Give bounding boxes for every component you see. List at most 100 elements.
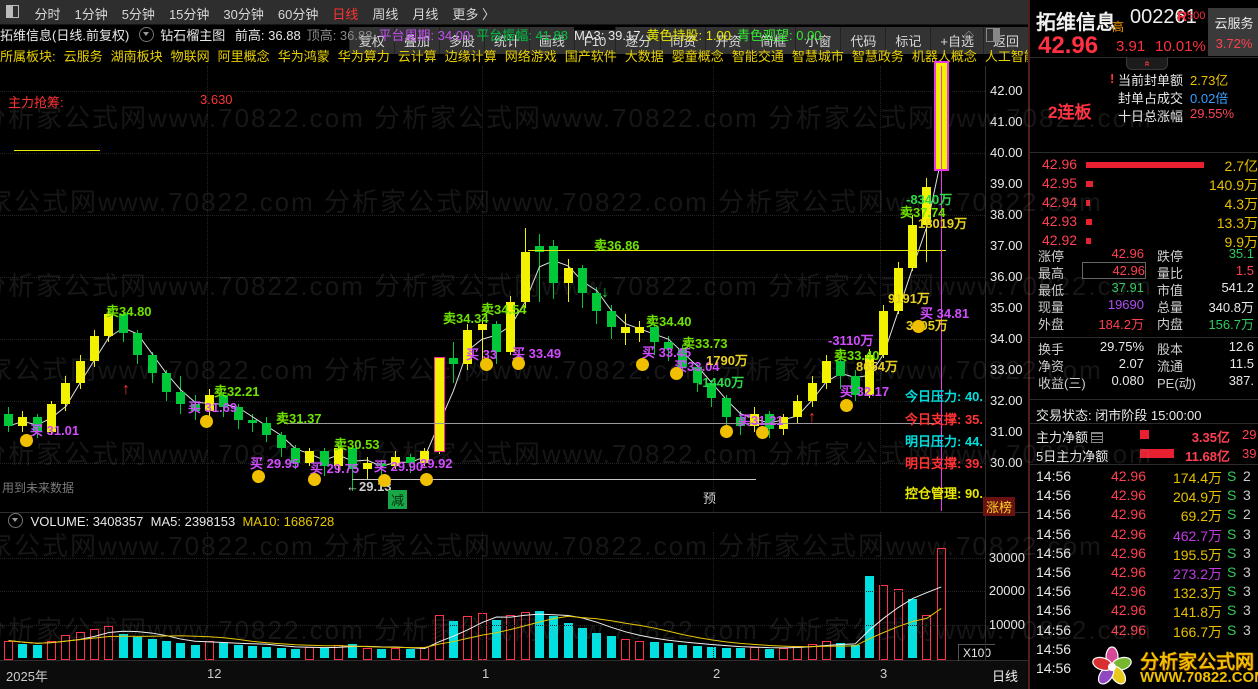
toolbar-button-开资[interactable]: 开资 (705, 27, 751, 54)
candle (47, 404, 57, 433)
stock-code[interactable]: 002261 (1130, 6, 1197, 28)
board-row-value: 29.55% (1190, 106, 1235, 121)
order-amount: 13.3万 (1216, 215, 1258, 231)
candle (664, 342, 674, 349)
volume-bar (635, 640, 645, 660)
stat-value: 12.6 (1228, 339, 1254, 354)
order-bar (1086, 200, 1090, 206)
sector-link-婴童概念[interactable]: 婴童概念 (671, 49, 724, 64)
indicator-name[interactable]: 钻石榴主图 (160, 28, 226, 43)
sector-quote-box[interactable]: 云服务 3.72% (1208, 8, 1258, 56)
grid-line-h (0, 463, 985, 465)
sector-link-大数据[interactable]: 大数据 (624, 49, 664, 64)
period-menu-item-月线[interactable]: 月线 (412, 7, 439, 22)
stock-name[interactable]: 拓维信息 (1036, 12, 1116, 34)
sector-link-云计算[interactable]: 云计算 (397, 49, 437, 64)
candle (233, 407, 243, 420)
candle (836, 360, 846, 377)
trade-side: S (1227, 525, 1237, 542)
toolbar-button-简框[interactable]: 简框 (750, 27, 796, 54)
trade-time: 14:56 (1036, 544, 1072, 561)
toolbar-button-同资[interactable]: 同资 (660, 27, 706, 54)
sector-link-智慧城市[interactable]: 智慧城市 (791, 49, 844, 64)
period-menu-item-60分钟[interactable]: 60分钟 (277, 7, 319, 22)
diamond-icon[interactable]: ◇ (964, 27, 974, 42)
chevron-down-circle-icon[interactable] (139, 27, 155, 42)
volume-bar (678, 644, 688, 658)
sector-link-智能交通[interactable]: 智能交通 (731, 49, 784, 64)
toolbar-button-标记[interactable]: 标记 (885, 27, 931, 54)
volume-bar (592, 633, 602, 658)
sector-link-国产软件[interactable]: 国产软件 (564, 49, 617, 64)
trade-price: 42.96 (1110, 602, 1146, 619)
logo-site-name[interactable]: 分析家公式网 (1140, 652, 1255, 673)
top-toolbar: 分时 1分钟 5分钟 15分钟 30分钟 60分钟 日线 周线 月线 更多 〉 复权 叠加 多股 统计画… (0, 0, 1028, 54)
grid-line-h (0, 401, 985, 403)
toolbar-button-F10[interactable]: F10 (573, 30, 616, 53)
period-menu-item-日线[interactable]: 日线 (332, 7, 359, 22)
sector-link-物联网[interactable]: 物联网 (170, 49, 210, 64)
toolbar-button-逐分[interactable]: 逐分 (615, 27, 661, 54)
candle (147, 354, 157, 374)
price-tick-label: 34.00 (990, 331, 1023, 347)
toolbar-button-叠加[interactable]: 叠加 (393, 27, 439, 54)
sector-link-云服务[interactable]: 云服务 (63, 49, 103, 64)
candle (678, 348, 688, 368)
stat-value: 1.5 (1235, 263, 1254, 278)
toolbar-button-代码[interactable]: 代码 (840, 27, 886, 54)
stat-label: 内盘 (1157, 317, 1184, 332)
period-menu-item-1分钟[interactable]: 1分钟 (74, 7, 108, 22)
candle (922, 187, 932, 225)
sector-link-智慧政务[interactable]: 智慧政务 (851, 49, 904, 64)
sector-link-阿里概念[interactable]: 阿里概念 (217, 49, 270, 64)
trade-row: 14:56 (1030, 660, 1258, 678)
main-force-bar (1140, 430, 1149, 439)
trade-time: 14:56 (1036, 506, 1072, 523)
sector-link-机器人概念[interactable]: 机器人概念 (911, 49, 977, 64)
main-force-label: 5日主力净额 (1036, 449, 1109, 464)
period-menu-item-15分钟[interactable]: 15分钟 (168, 7, 210, 22)
quote-panel: 拓维信息 高 002261 R 500 云服务 3.72% 42.96 3.91… (1028, 0, 1258, 689)
trade-price: 42.96 (1110, 544, 1146, 561)
ma10-value: 1686728 (283, 514, 335, 529)
volume-value: 3408357 (92, 514, 144, 529)
sector-link-华为算力[interactable]: 华为算力 (337, 49, 390, 64)
period-menu-item-分时[interactable]: 分时 (34, 7, 61, 22)
sector-link-网络游戏[interactable]: 网络游戏 (504, 49, 557, 64)
stat-value: 340.8万 (1208, 300, 1254, 315)
period-menu-item-更多 〉[interactable]: 更多 〉 (452, 7, 496, 22)
last-price: 42.96 (1038, 32, 1099, 59)
volume-bar (276, 648, 286, 658)
split-window-icon[interactable] (986, 28, 1000, 42)
period-menu-item-周线[interactable]: 周线 (372, 7, 399, 22)
volume-bar (520, 612, 530, 660)
volume-pane[interactable] (0, 532, 985, 660)
indicator-fields: 前高: 36.88 顶高: 36.88 平台周期: 34.00 平台振幅: 41.88… (235, 28, 828, 43)
toolbar-button-+自选[interactable]: +自选 (930, 27, 983, 54)
candle (692, 367, 702, 383)
candle (549, 246, 559, 284)
app-window-icon[interactable] (6, 5, 19, 18)
volume-tick-label: 10000 (988, 616, 1025, 632)
trade-time: 14:56 (1036, 525, 1072, 542)
toolbar-button-统计[interactable]: 统计 (483, 27, 529, 54)
toolbar-button-复权[interactable]: 复权 (348, 27, 394, 54)
toolbar-button-小窗[interactable]: 小窗 (795, 27, 841, 54)
collapse-tab[interactable]: « (1126, 57, 1168, 70)
candle (865, 354, 874, 396)
candle (247, 419, 257, 423)
stat-label: 净资 (1038, 359, 1065, 374)
chevron-down-circle-icon[interactable] (8, 513, 23, 528)
candle (649, 326, 659, 343)
period-menu-item-30分钟[interactable]: 30分钟 (223, 7, 264, 22)
sector-link-边缘计算[interactable]: 边缘计算 (444, 49, 497, 64)
sector-link-人工智能[interactable]: 人工智能 (984, 49, 1028, 64)
toolbar-button-画线[interactable]: 画线 (528, 27, 574, 54)
volume-bar (362, 648, 372, 660)
logo-site-url[interactable]: WWW.70822.COM (1140, 669, 1258, 686)
sector-link-华为鸿蒙[interactable]: 华为鸿蒙 (277, 49, 330, 64)
toolbar-button-多股[interactable]: 多股 (438, 27, 484, 54)
period-menu-item-5分钟[interactable]: 5分钟 (121, 7, 155, 22)
sector-link-湖南板块[interactable]: 湖南板块 (110, 49, 163, 64)
